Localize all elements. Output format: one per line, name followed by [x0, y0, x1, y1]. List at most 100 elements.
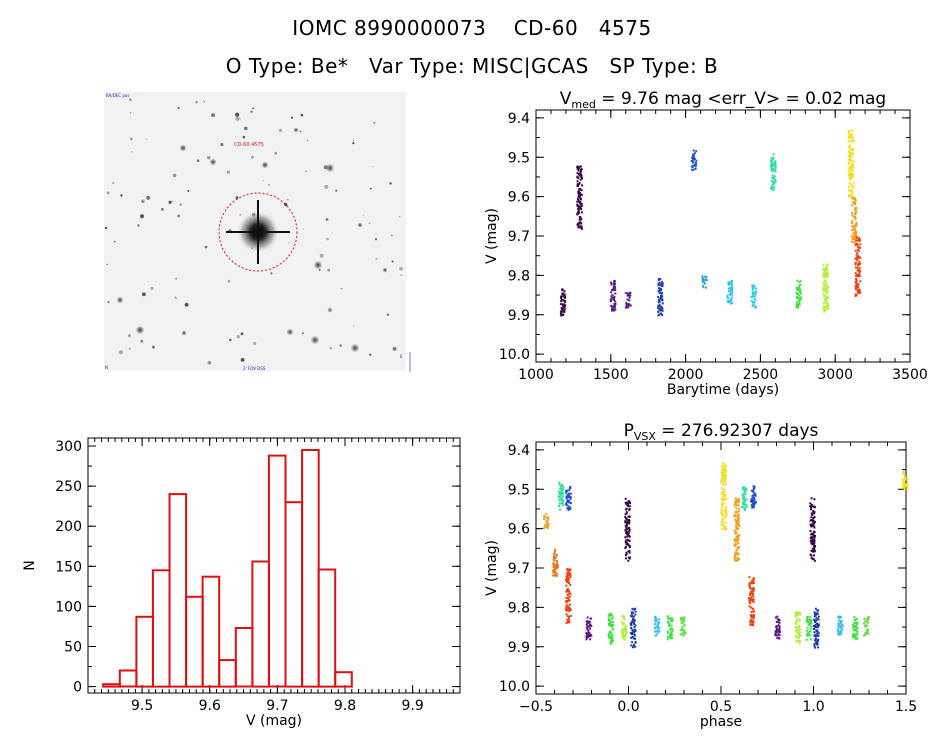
data-point: [632, 608, 635, 611]
plot-title-rest: = 276.92307 days: [656, 421, 819, 441]
data-point: [850, 168, 853, 171]
data-point: [839, 615, 842, 618]
data-point: [721, 475, 724, 478]
histogram-bar: [334, 671, 353, 688]
data-point: [777, 620, 780, 623]
data-point: [628, 294, 631, 297]
data-point: [810, 513, 813, 516]
data-point: [858, 247, 861, 249]
data-point: [630, 632, 633, 635]
data-point: [807, 632, 810, 634]
data-point: [857, 275, 860, 278]
data-point: [751, 286, 754, 289]
data-point: [578, 183, 581, 186]
data-point: [855, 230, 858, 233]
data-point: [634, 637, 637, 640]
data-point: [661, 314, 664, 316]
data-point: [579, 192, 582, 195]
data-point: [611, 625, 614, 628]
data-point: [658, 308, 661, 311]
data-point: [852, 185, 854, 188]
data-point: [825, 281, 828, 284]
data-point: [558, 493, 561, 495]
data-point: [773, 180, 776, 182]
data-point: [721, 469, 724, 472]
data-point: [609, 614, 612, 617]
data-point: [751, 288, 754, 291]
data-point: [562, 299, 565, 302]
data-point: [661, 309, 664, 312]
data-point: [565, 605, 568, 608]
data-point: [624, 524, 627, 527]
data-point: [799, 290, 802, 293]
data-point: [658, 618, 661, 621]
data-point: [745, 498, 748, 501]
data-point: [817, 634, 820, 637]
data-point: [856, 286, 859, 288]
data-point: [822, 307, 825, 310]
data-point: [825, 295, 828, 298]
data-point: [859, 270, 862, 273]
data-point: [611, 617, 614, 620]
data-point: [657, 290, 660, 293]
data-point: [657, 305, 660, 308]
data-point: [691, 156, 694, 159]
data-point: [610, 295, 613, 298]
data-point: [825, 300, 828, 303]
data-point: [626, 520, 629, 522]
data-point: [692, 164, 695, 167]
data-point: [750, 299, 753, 302]
data-point: [734, 530, 737, 533]
data-point: [632, 629, 635, 632]
data-point: [613, 288, 616, 291]
data-point: [850, 189, 852, 192]
data-point: [847, 174, 850, 177]
data-point: [751, 284, 754, 287]
data-point: [608, 631, 611, 634]
data-point: [625, 632, 628, 634]
data-point: [580, 225, 582, 228]
data-point: [751, 588, 754, 591]
data-point: [810, 627, 813, 630]
data-point: [850, 140, 853, 143]
data-point: [854, 203, 856, 206]
data-point: [745, 487, 748, 490]
data-point: [823, 279, 826, 282]
finder-star: [179, 144, 187, 152]
data-point: [797, 633, 800, 636]
data-point: [553, 553, 556, 556]
data-point: [856, 252, 859, 254]
data-point: [737, 547, 740, 550]
data-point: [815, 612, 817, 615]
data-point: [799, 628, 802, 630]
data-point: [563, 290, 566, 293]
data-point: [841, 628, 844, 630]
data-point: [671, 619, 674, 622]
data-point: [847, 186, 850, 188]
y-tick-label: 9.5: [508, 482, 530, 498]
data-point: [742, 502, 745, 505]
data-point: [694, 165, 697, 168]
finder-label-bottomleft: N: [105, 365, 108, 370]
data-point: [587, 629, 590, 632]
data-point: [623, 616, 626, 619]
data-point: [838, 632, 841, 635]
data-point: [720, 480, 723, 483]
data-point: [797, 629, 800, 632]
data-point: [814, 545, 817, 548]
data-point: [839, 631, 842, 634]
data-point: [568, 621, 571, 624]
data-point: [560, 300, 563, 303]
data-point: [798, 297, 801, 300]
data-point: [737, 553, 740, 556]
data-point: [774, 616, 777, 619]
data-point: [577, 205, 580, 208]
data-point: [867, 616, 870, 618]
data-point: [613, 303, 616, 305]
data-point: [778, 637, 781, 639]
y-axis-label: V (mag): [484, 540, 500, 596]
finder-star: [175, 278, 177, 280]
data-point: [849, 153, 851, 156]
data-point: [812, 509, 815, 512]
data-point: [906, 481, 909, 484]
